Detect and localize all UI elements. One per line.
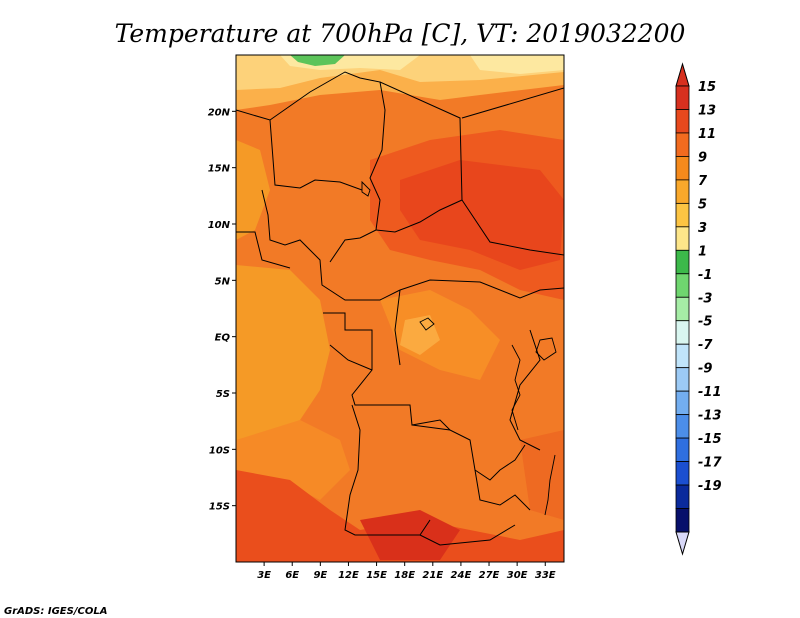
y-tick-label: 5S bbox=[216, 389, 230, 400]
colorbar-segment bbox=[675, 132, 690, 157]
colorbar-segment bbox=[675, 414, 690, 439]
colorbar-label: 7 bbox=[698, 174, 708, 189]
y-tick-label: 10N bbox=[208, 220, 231, 231]
y-tick-label: 15S bbox=[209, 502, 230, 513]
map-frame bbox=[235, 54, 565, 563]
colorbar-label: 13 bbox=[698, 103, 716, 118]
colorbar-segment bbox=[675, 343, 690, 369]
colorbar-segment bbox=[675, 367, 690, 392]
x-tick-label: 12E bbox=[338, 570, 359, 581]
colorbar-label: -7 bbox=[698, 338, 713, 353]
y-tick-label: 10S bbox=[209, 445, 230, 456]
colorbar-segment bbox=[675, 273, 690, 298]
y-tick-label: EQ bbox=[215, 333, 231, 344]
colorbar-label: -1 bbox=[698, 268, 712, 283]
y-tick-label: 5N bbox=[215, 276, 231, 287]
colorbar-label: -19 bbox=[698, 479, 722, 494]
colorbar-top-arrow bbox=[675, 62, 690, 87]
colorbar-segment bbox=[675, 461, 690, 486]
colorbar-label: -5 bbox=[698, 315, 712, 330]
map-panel: 3E 6E 9E 12E 15E 18E 21E 24E 27E 30E 33E 20N 15N 10N… bbox=[208, 54, 565, 581]
latitude-ticks: 20N 15N 10N 5N EQ 5S 10S 15S bbox=[208, 107, 236, 513]
colorbar-segment bbox=[675, 508, 690, 533]
x-tick-label: 30E bbox=[507, 570, 528, 581]
x-tick-label: 9E bbox=[313, 570, 327, 581]
colorbar-bottom-arrow bbox=[675, 531, 690, 556]
colorbar-segment bbox=[675, 202, 690, 228]
colorbar-segment bbox=[675, 484, 690, 509]
colorbar-label: -13 bbox=[698, 409, 722, 424]
map-title: Temperature at 700hPa [C], VT: 201903220… bbox=[115, 19, 686, 48]
colorbar-segment bbox=[675, 226, 690, 251]
colorbar-label: -15 bbox=[698, 432, 722, 447]
colorbar-segment bbox=[675, 85, 690, 110]
longitude-ticks: 3E 6E 9E 12E 15E 18E 21E 24E 27E 30E 33E bbox=[257, 562, 556, 581]
colorbar-label: 1 bbox=[698, 244, 707, 259]
colorbar-segment bbox=[675, 320, 690, 345]
lakes-and-rivers bbox=[361, 180, 557, 516]
colorbar-label: -17 bbox=[698, 456, 722, 471]
colorbar-label: -11 bbox=[698, 385, 722, 400]
credit-label: GrADS: IGES/COLA bbox=[4, 606, 107, 617]
x-tick-label: 27E bbox=[479, 570, 500, 581]
colorbar-label: 15 bbox=[698, 80, 716, 95]
colorbar-label: 5 bbox=[698, 197, 707, 212]
x-tick-label: 18E bbox=[394, 570, 415, 581]
temperature-field bbox=[236, 55, 564, 562]
colorbar-segment bbox=[675, 249, 690, 275]
colorbar-segment bbox=[675, 390, 690, 416]
colorbar-segment bbox=[675, 437, 690, 462]
colorbar-label: 9 bbox=[698, 150, 707, 165]
colorbar-segment bbox=[675, 156, 690, 181]
x-tick-label: 6E bbox=[285, 570, 299, 581]
y-tick-label: 15N bbox=[208, 164, 231, 175]
colorbar-label: -9 bbox=[698, 362, 712, 377]
colorbar-label: -3 bbox=[698, 291, 712, 306]
y-tick-label: 20N bbox=[208, 107, 231, 118]
colorbar-label: 11 bbox=[698, 127, 716, 142]
x-tick-label: 3E bbox=[257, 570, 271, 581]
x-tick-label: 15E bbox=[366, 570, 387, 581]
x-tick-label: 33E bbox=[535, 570, 556, 581]
x-tick-label: 24E bbox=[451, 570, 472, 581]
colorbar-segment bbox=[675, 179, 690, 204]
colorbar-segment bbox=[675, 109, 690, 134]
colorbar-label: 3 bbox=[698, 221, 707, 236]
colorbar: 15 13 11 9 7 5 3 1 -1 -3 -5 -7 -9 -11 -13 -15 -17 -19 bbox=[675, 62, 722, 556]
x-tick-label: 21E bbox=[422, 570, 443, 581]
colorbar-segment bbox=[675, 296, 690, 322]
country-borders bbox=[236, 71, 564, 546]
